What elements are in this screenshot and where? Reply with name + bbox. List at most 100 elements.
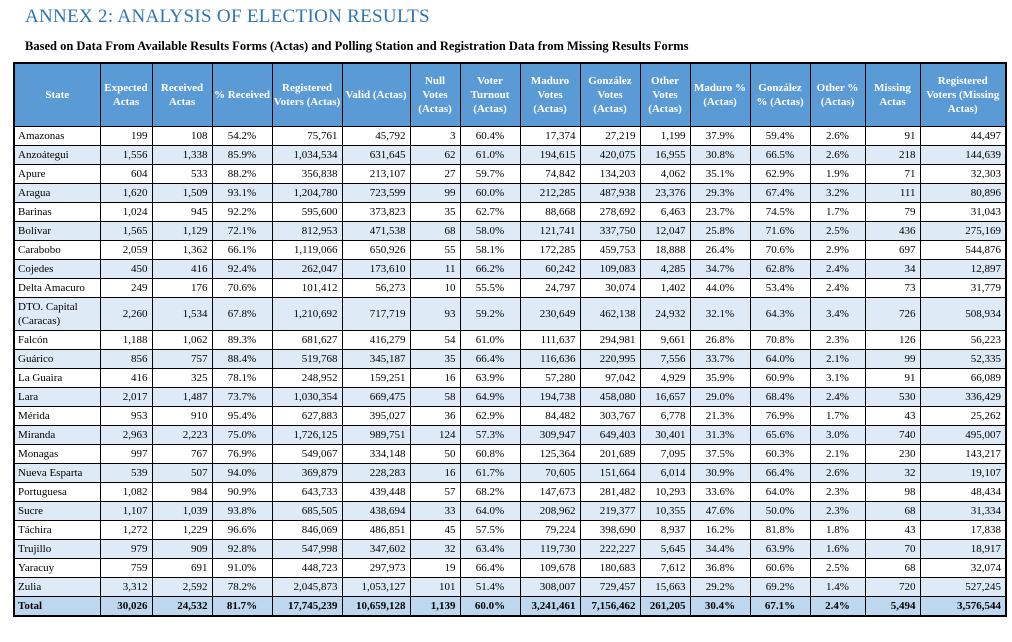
value-cell: 61.0%: [459, 330, 521, 350]
value-cell: 134,203: [579, 164, 641, 184]
value-cell: 78.2%: [211, 577, 273, 597]
value-cell: 669,475: [341, 387, 411, 407]
value-cell: 3.0%: [809, 425, 866, 445]
value-cell: 458,080: [579, 387, 641, 407]
value-cell: 759: [99, 558, 153, 578]
value-cell: 278,692: [579, 202, 641, 222]
value-cell: 1,204,780: [271, 183, 343, 203]
value-cell: 208,962: [519, 501, 581, 521]
value-cell: 144,639: [919, 145, 1007, 165]
value-cell: 345,187: [341, 349, 411, 369]
value-cell: 17,745,239: [271, 596, 343, 617]
value-cell: 527,245: [919, 577, 1007, 597]
value-cell: 93.8%: [211, 501, 273, 521]
value-cell: 69.2%: [749, 577, 811, 597]
table-row: Lara 2,017 1,487 73.7% 1,030,354 669,475 58 64.…: [13, 387, 1007, 407]
value-cell: 96.6%: [211, 520, 273, 540]
value-cell: 37.5%: [689, 444, 751, 464]
value-cell: 60.4%: [459, 126, 521, 146]
value-cell: 30,026: [99, 596, 153, 617]
value-cell: 73.7%: [211, 387, 273, 407]
value-cell: 194,615: [519, 145, 581, 165]
value-cell: 262,047: [271, 259, 343, 279]
value-cell: 1,199: [639, 126, 691, 146]
value-cell: 33: [409, 501, 461, 521]
value-cell: 723,599: [341, 183, 411, 203]
value-cell: 43: [864, 520, 921, 540]
value-cell: 16: [409, 368, 461, 388]
value-cell: 60.0%: [459, 183, 521, 203]
value-cell: 63.9%: [459, 368, 521, 388]
value-cell: 59.7%: [459, 164, 521, 184]
value-cell: 487,938: [579, 183, 641, 203]
value-cell: 2,017: [99, 387, 153, 407]
value-cell: 66.2%: [459, 259, 521, 279]
value-cell: 159,251: [341, 368, 411, 388]
value-cell: 1,107: [99, 501, 153, 521]
state-cell: Yaracuy: [13, 558, 101, 578]
state-cell: Amazonas: [13, 126, 101, 146]
value-cell: 61.7%: [459, 463, 521, 483]
value-cell: 448,723: [271, 558, 343, 578]
value-cell: 180,683: [579, 558, 641, 578]
value-cell: 68: [409, 221, 461, 241]
value-cell: 58.0%: [459, 221, 521, 241]
state-cell: Aragua: [13, 183, 101, 203]
value-cell: 3.4%: [809, 297, 866, 331]
value-cell: 2.4%: [809, 259, 866, 279]
value-cell: 1,726,125: [271, 425, 343, 445]
value-cell: 81.7%: [211, 596, 273, 617]
table-row: Aragua 1,620 1,509 93.1% 1,204,780 723,599 99 6…: [13, 183, 1007, 203]
value-cell: 16,657: [639, 387, 691, 407]
value-cell: 334,148: [341, 444, 411, 464]
value-cell: 7,156,462: [579, 596, 641, 617]
table-row: Sucre 1,107 1,039 93.8% 685,505 438,694 33 64.0…: [13, 501, 1007, 521]
value-cell: 356,838: [271, 164, 343, 184]
value-cell: 17,374: [519, 126, 581, 146]
value-cell: 6,463: [639, 202, 691, 222]
value-cell: 1,034,534: [271, 145, 343, 165]
state-cell: Anzoátegui: [13, 145, 101, 165]
value-cell: 111,637: [519, 330, 581, 350]
value-cell: 91.0%: [211, 558, 273, 578]
value-cell: 767: [151, 444, 213, 464]
value-cell: 29.2%: [689, 577, 751, 597]
value-cell: 44.0%: [689, 278, 751, 298]
value-cell: 539: [99, 463, 153, 483]
value-cell: 108: [151, 126, 213, 146]
value-cell: 92.4%: [211, 259, 273, 279]
value-cell: 2.9%: [809, 240, 866, 260]
value-cell: 79: [864, 202, 921, 222]
value-cell: 228,283: [341, 463, 411, 483]
value-cell: 261,205: [639, 596, 691, 617]
state-cell: Mérida: [13, 406, 101, 426]
value-cell: 23.7%: [689, 202, 751, 222]
value-cell: 32,303: [919, 164, 1007, 184]
value-cell: 10,293: [639, 482, 691, 502]
table-row: Anzoátegui 1,556 1,338 85.9% 1,034,534 631,64…: [13, 145, 1007, 165]
value-cell: 54: [409, 330, 461, 350]
value-cell: 248,952: [271, 368, 343, 388]
value-cell: 79,224: [519, 520, 581, 540]
value-cell: 2,223: [151, 425, 213, 445]
value-cell: 6,778: [639, 406, 691, 426]
value-cell: 3: [409, 126, 461, 146]
column-header-other-votes-actas: Other Votes (Actas): [639, 62, 691, 127]
value-cell: 398,690: [579, 520, 641, 540]
value-cell: 337,750: [579, 221, 641, 241]
value-cell: 109,083: [579, 259, 641, 279]
value-cell: 89.3%: [211, 330, 273, 350]
value-cell: 627,883: [271, 406, 343, 426]
table-row: Amazonas 199 108 54.2% 75,761 45,792 3 60.4% 17,…: [13, 126, 1007, 146]
value-cell: 1,210,692: [271, 297, 343, 331]
value-cell: 30.9%: [689, 463, 751, 483]
value-cell: 199: [99, 126, 153, 146]
value-cell: 220,995: [579, 349, 641, 369]
value-cell: 36: [409, 406, 461, 426]
value-cell: 1,229: [151, 520, 213, 540]
value-cell: 66,089: [919, 368, 1007, 388]
table-row: Monagas 997 767 76.9% 549,067 334,148 50 60.8% 1…: [13, 444, 1007, 464]
value-cell: 59.2%: [459, 297, 521, 331]
value-cell: 50.0%: [749, 501, 811, 521]
value-cell: 119,730: [519, 539, 581, 559]
